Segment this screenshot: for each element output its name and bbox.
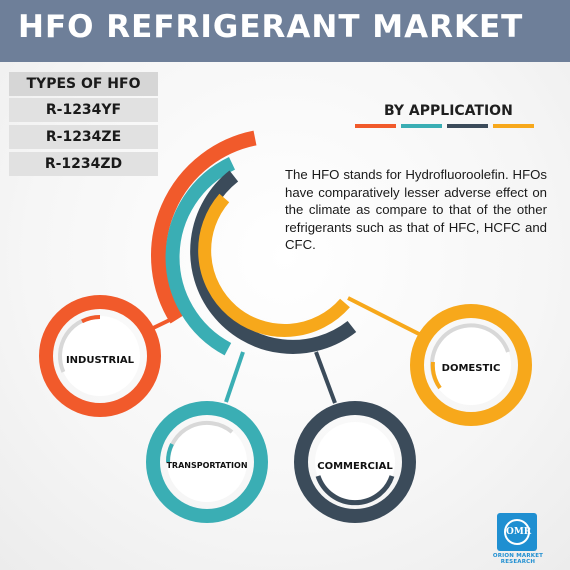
types-heading: TYPES OF HFO [9, 72, 158, 96]
industrial-label: INDUSTRIAL [66, 355, 135, 366]
omr-logo: OMR [497, 513, 537, 551]
types-of-hfo-table: TYPES OF HFO R-1234YF R-1234ZE R-1234ZD [9, 72, 158, 176]
arc-orange [151, 130, 257, 324]
type-item: R-1234ZE [9, 125, 158, 149]
application-color-legend [355, 124, 534, 128]
central-arcs [151, 130, 357, 356]
omr-logo-mark: OMR [504, 519, 531, 545]
commercial-node: COMMERCIAL [294, 401, 416, 523]
page-title: HFO REFRIGERANT MARKET [18, 9, 524, 45]
commercial-progress-arc [315, 475, 395, 506]
legend-bar-orange [355, 124, 396, 128]
arc-teal [165, 156, 236, 356]
legend-bar-yellow [493, 124, 534, 128]
transportation-progress-arc-accent [166, 443, 174, 463]
legend-bar-navy [447, 124, 488, 128]
arc-yellow [198, 193, 350, 337]
type-item: R-1234YF [9, 98, 158, 122]
hfo-description: The HFO stands for Hydrofluoroolefin. HF… [285, 167, 547, 252]
connector-domestic [347, 296, 424, 338]
omr-logo-text: ORION MARKET RESEARCH [492, 553, 544, 565]
domestic-label: DOMESTIC [442, 363, 501, 374]
domestic-node: DOMESTIC [410, 304, 532, 426]
commercial-label: COMMERCIAL [317, 461, 393, 472]
legend-bar-teal [401, 124, 442, 128]
by-application-heading: BY APPLICATION [384, 103, 513, 119]
arc-navy [190, 170, 357, 354]
transportation-label: TRANSPORTATION [166, 461, 247, 470]
connector-transportation [224, 351, 245, 403]
connector-commercial [314, 351, 337, 404]
transportation-node: TRANSPORTATION [146, 401, 268, 523]
title-bar: HFO REFRIGERANT MARKET [0, 0, 570, 62]
industrial-node: INDUSTRIAL [39, 295, 161, 417]
type-item: R-1234ZD [9, 152, 158, 176]
domestic-progress-arc-accent [430, 361, 442, 390]
industrial-progress-arc-accent [81, 315, 101, 324]
